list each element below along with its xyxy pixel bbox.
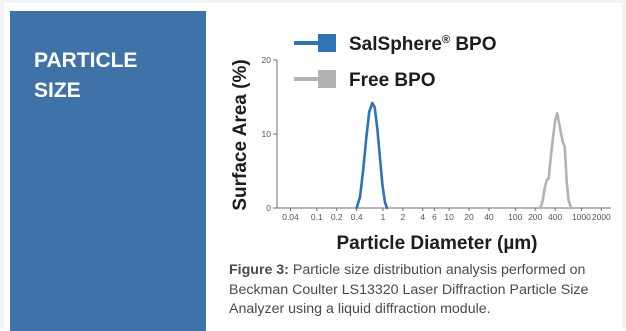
x-tick-label: 20 [464, 212, 474, 222]
figure-caption-text: Particle size distribution analysis perf… [229, 262, 589, 317]
series-line-2 [539, 111, 573, 210]
x-tick-label: 200 [528, 212, 542, 222]
legend-registered-mark: ® [442, 34, 450, 46]
legend-label-1: SalSphere® BPO [349, 34, 497, 55]
y-tick-label: 20 [262, 55, 272, 65]
x-tick-label: 0.4 [351, 212, 363, 222]
section-title-line-1: PARTICLE [34, 49, 138, 72]
chart-legend: SalSphere® BPO Free BPO [294, 34, 497, 91]
x-tick-label: 10 [444, 212, 454, 222]
x-tick-label: 0.04 [282, 212, 299, 222]
y-tick-label: 0 [266, 203, 271, 213]
section-panel: PARTICLE SIZE [10, 11, 206, 331]
legend-swatch-2 [318, 70, 336, 88]
y-ticks: 0 10 20 [262, 55, 277, 213]
x-axis-label: Particle Diameter (µm) [336, 233, 537, 254]
legend-swatch-1 [318, 34, 336, 52]
legend-label-tail: BPO [450, 34, 496, 55]
x-tick-label: 40 [484, 212, 494, 222]
series-line-1 [355, 101, 389, 210]
x-tick-label: 1000 [572, 212, 591, 222]
x-tick-label: 1 [381, 212, 386, 222]
x-tick-label: 2000 [592, 212, 611, 222]
figure-caption-label: Figure 3: [229, 262, 289, 278]
y-axis-label: Surface Area (%) [230, 59, 251, 210]
series-layer [355, 101, 573, 210]
x-tick-label: 0.2 [331, 212, 343, 222]
y-tick-label: 10 [262, 129, 272, 139]
figure-caption: Figure 3: Particle size distribution ana… [229, 261, 624, 320]
section-title: PARTICLE SIZE [34, 46, 204, 106]
x-tick-label: 6 [432, 212, 437, 222]
x-tick-label: 0.1 [311, 212, 323, 222]
x-ticks: 0.04 0.1 0.2 0.4 1 2 4 6 10 20 40 100 200 400 1000 2000 [282, 208, 611, 222]
x-tick-label: 2 [401, 212, 406, 222]
x-tick-label: 400 [548, 212, 562, 222]
x-tick-label: 4 [420, 212, 425, 222]
particle-size-chart: 0 10 20 0.04 0.1 0.2 0.4 1 2 4 6 10 20 40 100 200 400 10… [230, 34, 611, 254]
section-title-line-2: SIZE [34, 79, 81, 102]
legend-label-2: Free BPO [349, 70, 436, 91]
x-tick-label: 100 [508, 212, 522, 222]
